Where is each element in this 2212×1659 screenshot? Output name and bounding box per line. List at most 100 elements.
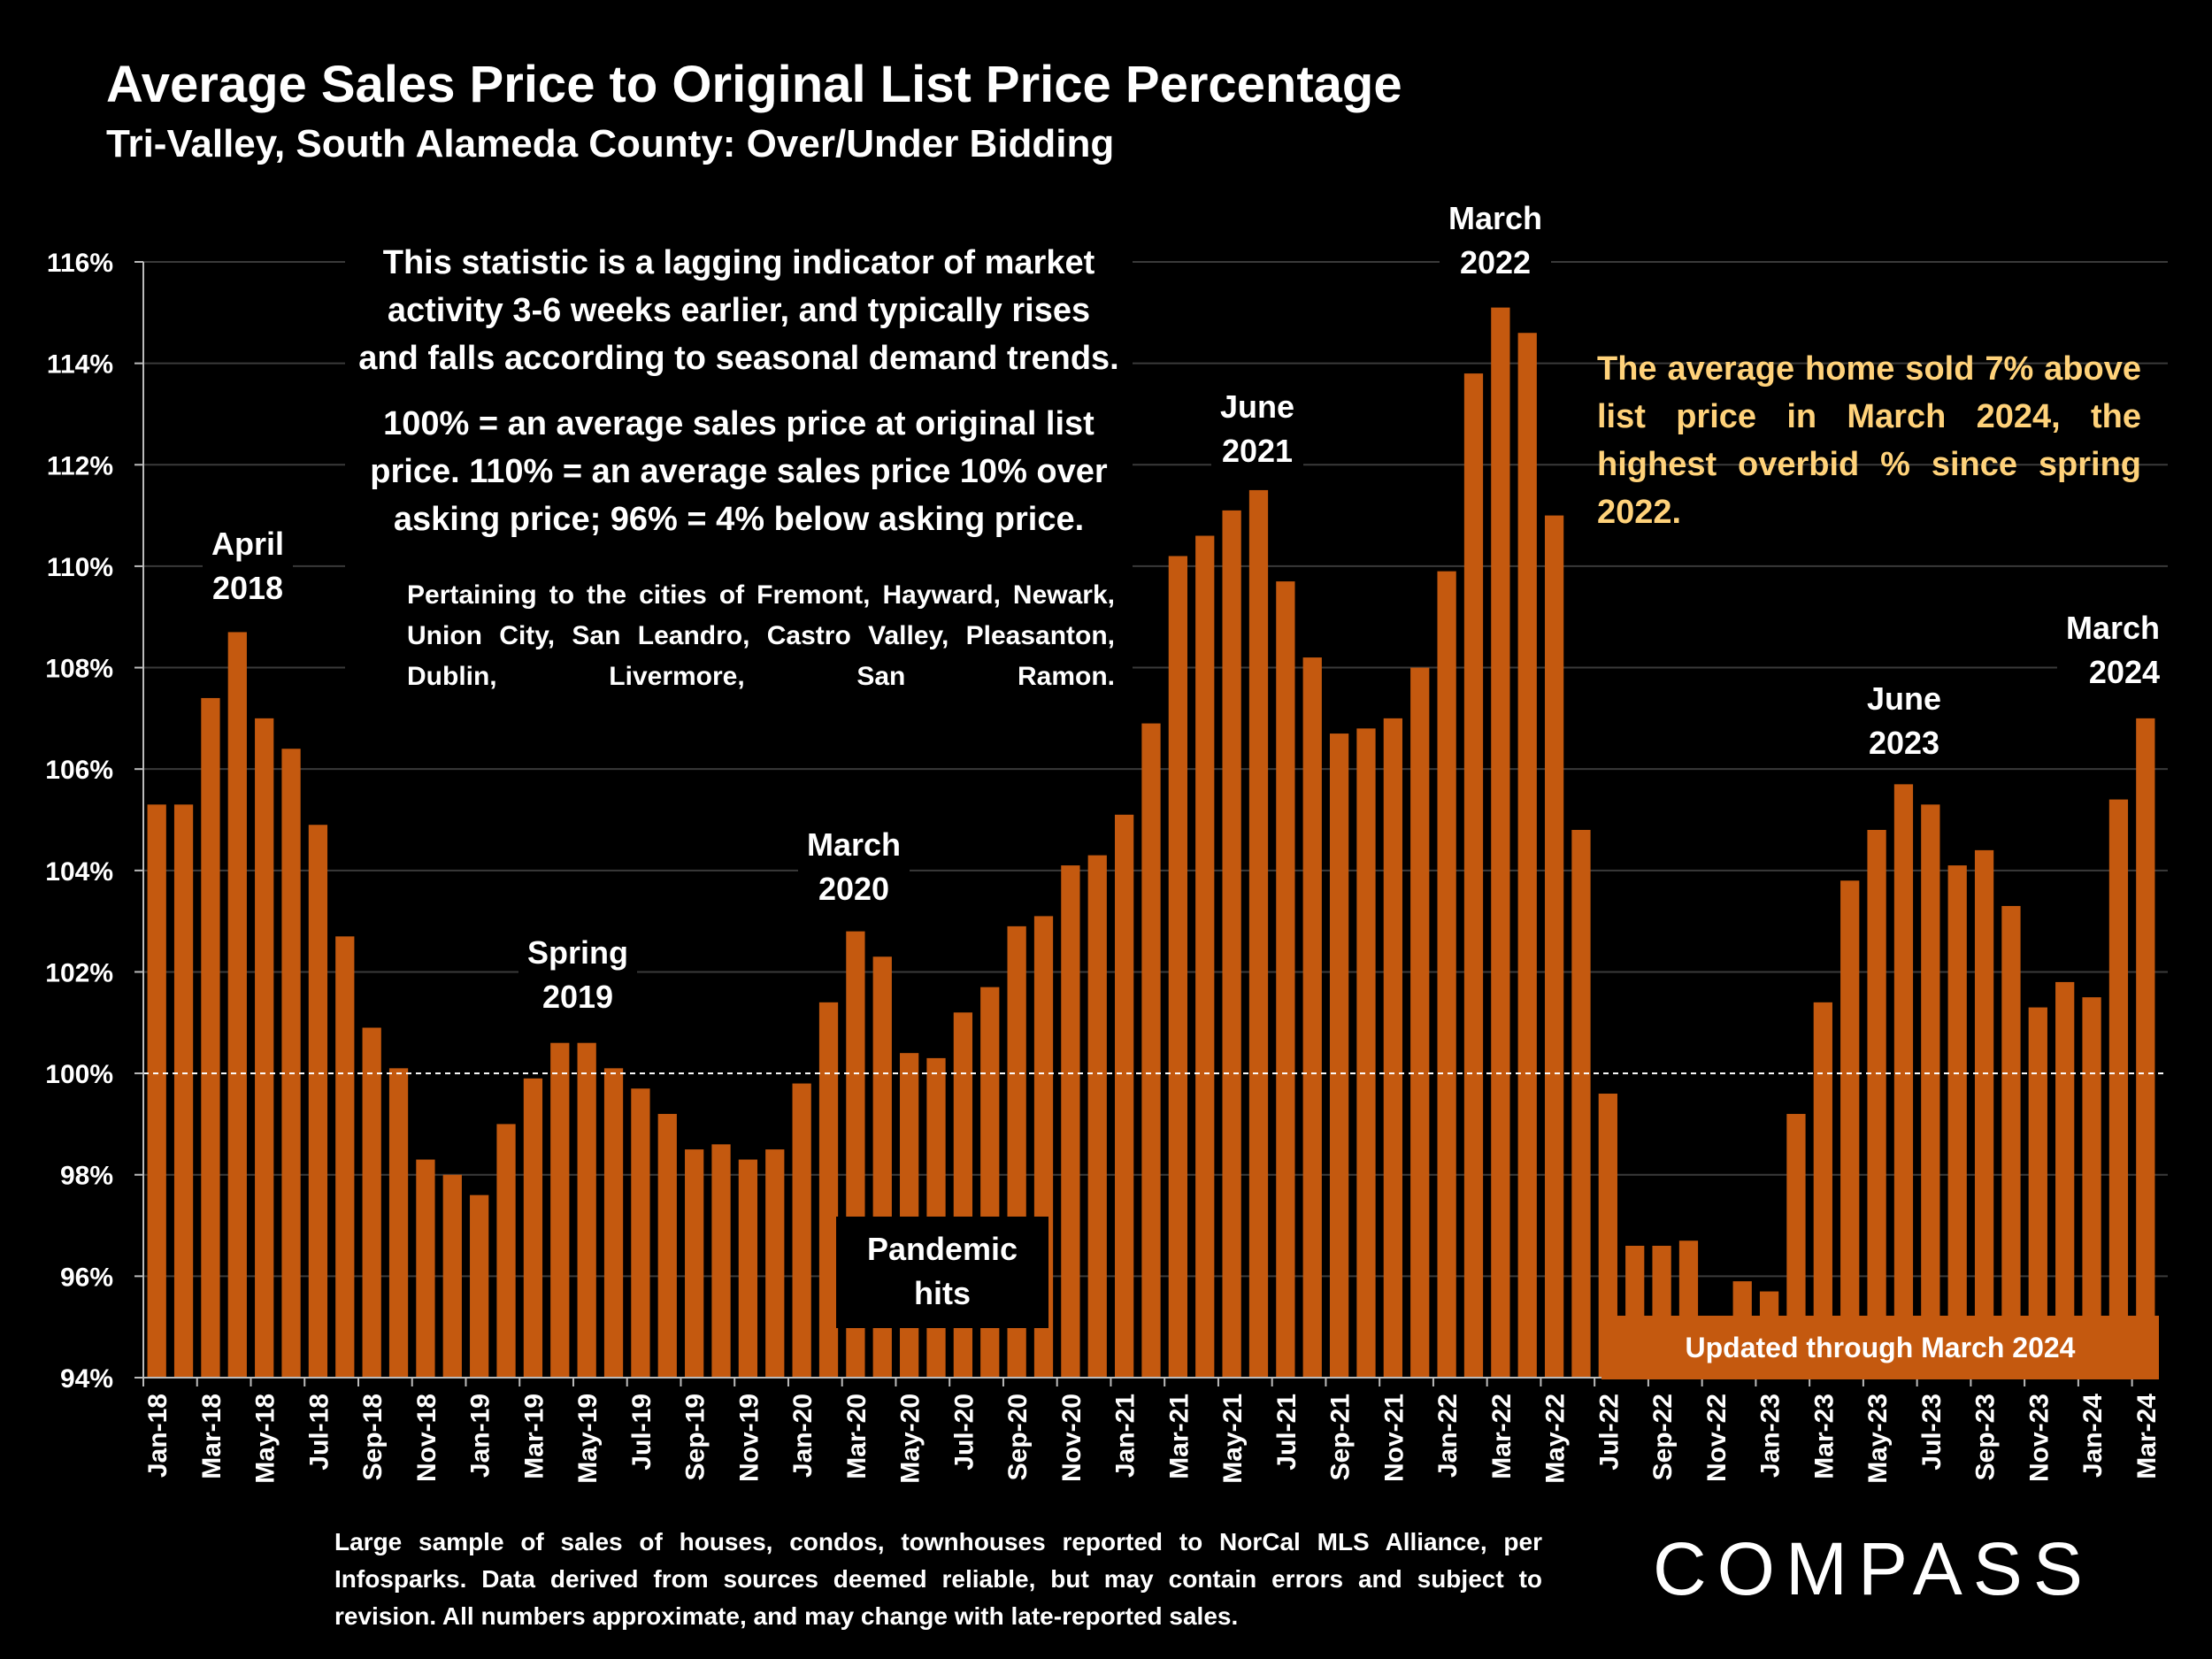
bar-apr-19 [550,1042,570,1378]
x-tick-label: Jan-23 [1756,1394,1786,1478]
x-tick-label: Mar-24 [2132,1394,2162,1479]
bar-aug-21 [1302,657,1322,1378]
bar-jan-21 [1114,814,1134,1378]
bar-oct-21 [1356,728,1376,1378]
y-tick-label: 102% [45,958,113,987]
bar-nov-20 [1061,865,1080,1378]
annotation-june-2021: June 2021 [1210,385,1304,473]
bar-mar-19 [523,1078,543,1378]
bar-feb-18 [173,804,194,1378]
x-tick-label: May-18 [251,1394,280,1484]
x-tick-label: Mar-18 [197,1394,227,1479]
page-title: Average Sales Price to Original List Pri… [106,56,1402,113]
bars [147,307,2155,1379]
x-tick-label: Jan-18 [143,1394,173,1478]
bar-feb-20 [818,1002,839,1378]
bar-dec-23 [2055,981,2075,1378]
annotation-line: Pandemic [866,1231,1018,1267]
y-tick-label: 94% [60,1364,113,1394]
annotation-line: June [1219,388,1295,425]
note-line: price. 110% = an average sales price 10%… [370,453,1108,490]
bar-mar-22 [1491,307,1510,1378]
bar-oct-18 [388,1068,409,1378]
x-tick-label: Nov-21 [1379,1394,1409,1482]
bar-jan-20 [792,1083,811,1378]
bar-jun-18 [281,749,301,1378]
bar-dec-18 [442,1174,462,1378]
annotation-line: Spring [527,934,628,971]
bar-sep-19 [685,1149,704,1378]
bar-jan-18 [147,804,166,1378]
x-tick-label: Nov-23 [2024,1394,2054,1482]
annotation-june-2023: June 2023 [1857,677,1951,765]
x-tick-label: May-21 [1218,1394,1248,1484]
bar-mar-24 [2136,718,2155,1378]
y-tick-label: 108% [45,655,113,684]
bar-apr-22 [1517,333,1537,1378]
x-tick-label: Jul-20 [949,1394,979,1471]
x-tick-label: May-23 [1863,1394,1893,1484]
y-tick-label: 106% [45,756,113,785]
annotation-march-2022: March 2022 [1439,196,1552,285]
note-line: 100% = an average sales price at origina… [383,405,1094,442]
bar-dec-21 [1410,667,1430,1378]
annotation-line: March [2065,610,2161,646]
bar-jun-21 [1248,489,1269,1378]
y-tick-label: 104% [45,857,113,887]
bar-jul-19 [631,1088,650,1378]
annotation-line: 2021 [1221,433,1294,469]
bar-aug-19 [657,1113,677,1378]
bar-may-23 [1867,829,1886,1378]
bar-jul-21 [1276,581,1295,1378]
x-tick-label: Mar-22 [1487,1394,1517,1479]
x-tick-label: Nov-19 [734,1394,764,1482]
bar-jun-19 [603,1068,624,1378]
x-tick-label: Nov-22 [1702,1394,1732,1482]
x-tick-label: Sep-23 [1971,1394,2001,1480]
bar-nov-23 [2028,1007,2047,1378]
note-line: activity 3-6 weeks earlier, and typicall… [387,292,1091,329]
bar-mar-21 [1168,556,1188,1378]
bar-jul-22 [1598,1094,1617,1378]
y-tick-label: 98% [60,1162,113,1191]
annotation-line: hits [913,1275,971,1311]
bar-apr-21 [1195,535,1215,1378]
annotation-line: June [1866,680,1942,717]
x-tick-label: Sep-21 [1326,1394,1356,1480]
source-footnote: Large sample of sales of houses, condos,… [334,1528,1542,1630]
bar-oct-23 [2001,905,2021,1378]
x-tick-label: Nov-20 [1057,1394,1087,1482]
callout-line: The average home sold 7% above list pric… [1597,350,2141,531]
bar-jan-19 [470,1194,489,1378]
x-tick-label: Mar-20 [842,1394,872,1479]
bar-jan-22 [1437,571,1456,1378]
x-tick-label: Jul-21 [1272,1394,1302,1471]
bar-jun-22 [1571,829,1591,1378]
bar-mar-23 [1813,1002,1832,1378]
bar-nov-21 [1383,718,1402,1378]
bar-aug-23 [1947,865,1967,1378]
annotation-line: March [1448,200,1543,236]
bar-sep-23 [1974,849,1994,1378]
bar-sep-21 [1329,733,1349,1378]
x-tick-label: Mar-23 [1809,1394,1839,1479]
cities-note: Pertaining to the cities of Fremont, Hay… [407,580,1115,691]
notes-box: This statistic is a lagging indicator of… [345,239,1133,697]
x-tick-label: Sep-18 [358,1394,388,1480]
x-tick-label: Jan-21 [1111,1394,1141,1478]
y-tick-label: 112% [47,451,113,480]
annotation-line: 2019 [541,979,614,1015]
bar-jul-18 [308,825,328,1378]
annotation-line: 2022 [1459,244,1532,280]
annotation-line: 2018 [211,570,284,606]
bar-jan-24 [2082,997,2101,1378]
x-tick-label: Jul-18 [304,1394,334,1471]
annotation-line: April [211,526,285,562]
y-tick-label: 110% [47,553,113,582]
updated-through-label: Updated through March 2024 [1601,1316,2159,1379]
annotation-march-2024: March 2024 [2056,606,2170,695]
bar-nov-18 [416,1159,435,1378]
bar-dec-19 [765,1149,785,1378]
